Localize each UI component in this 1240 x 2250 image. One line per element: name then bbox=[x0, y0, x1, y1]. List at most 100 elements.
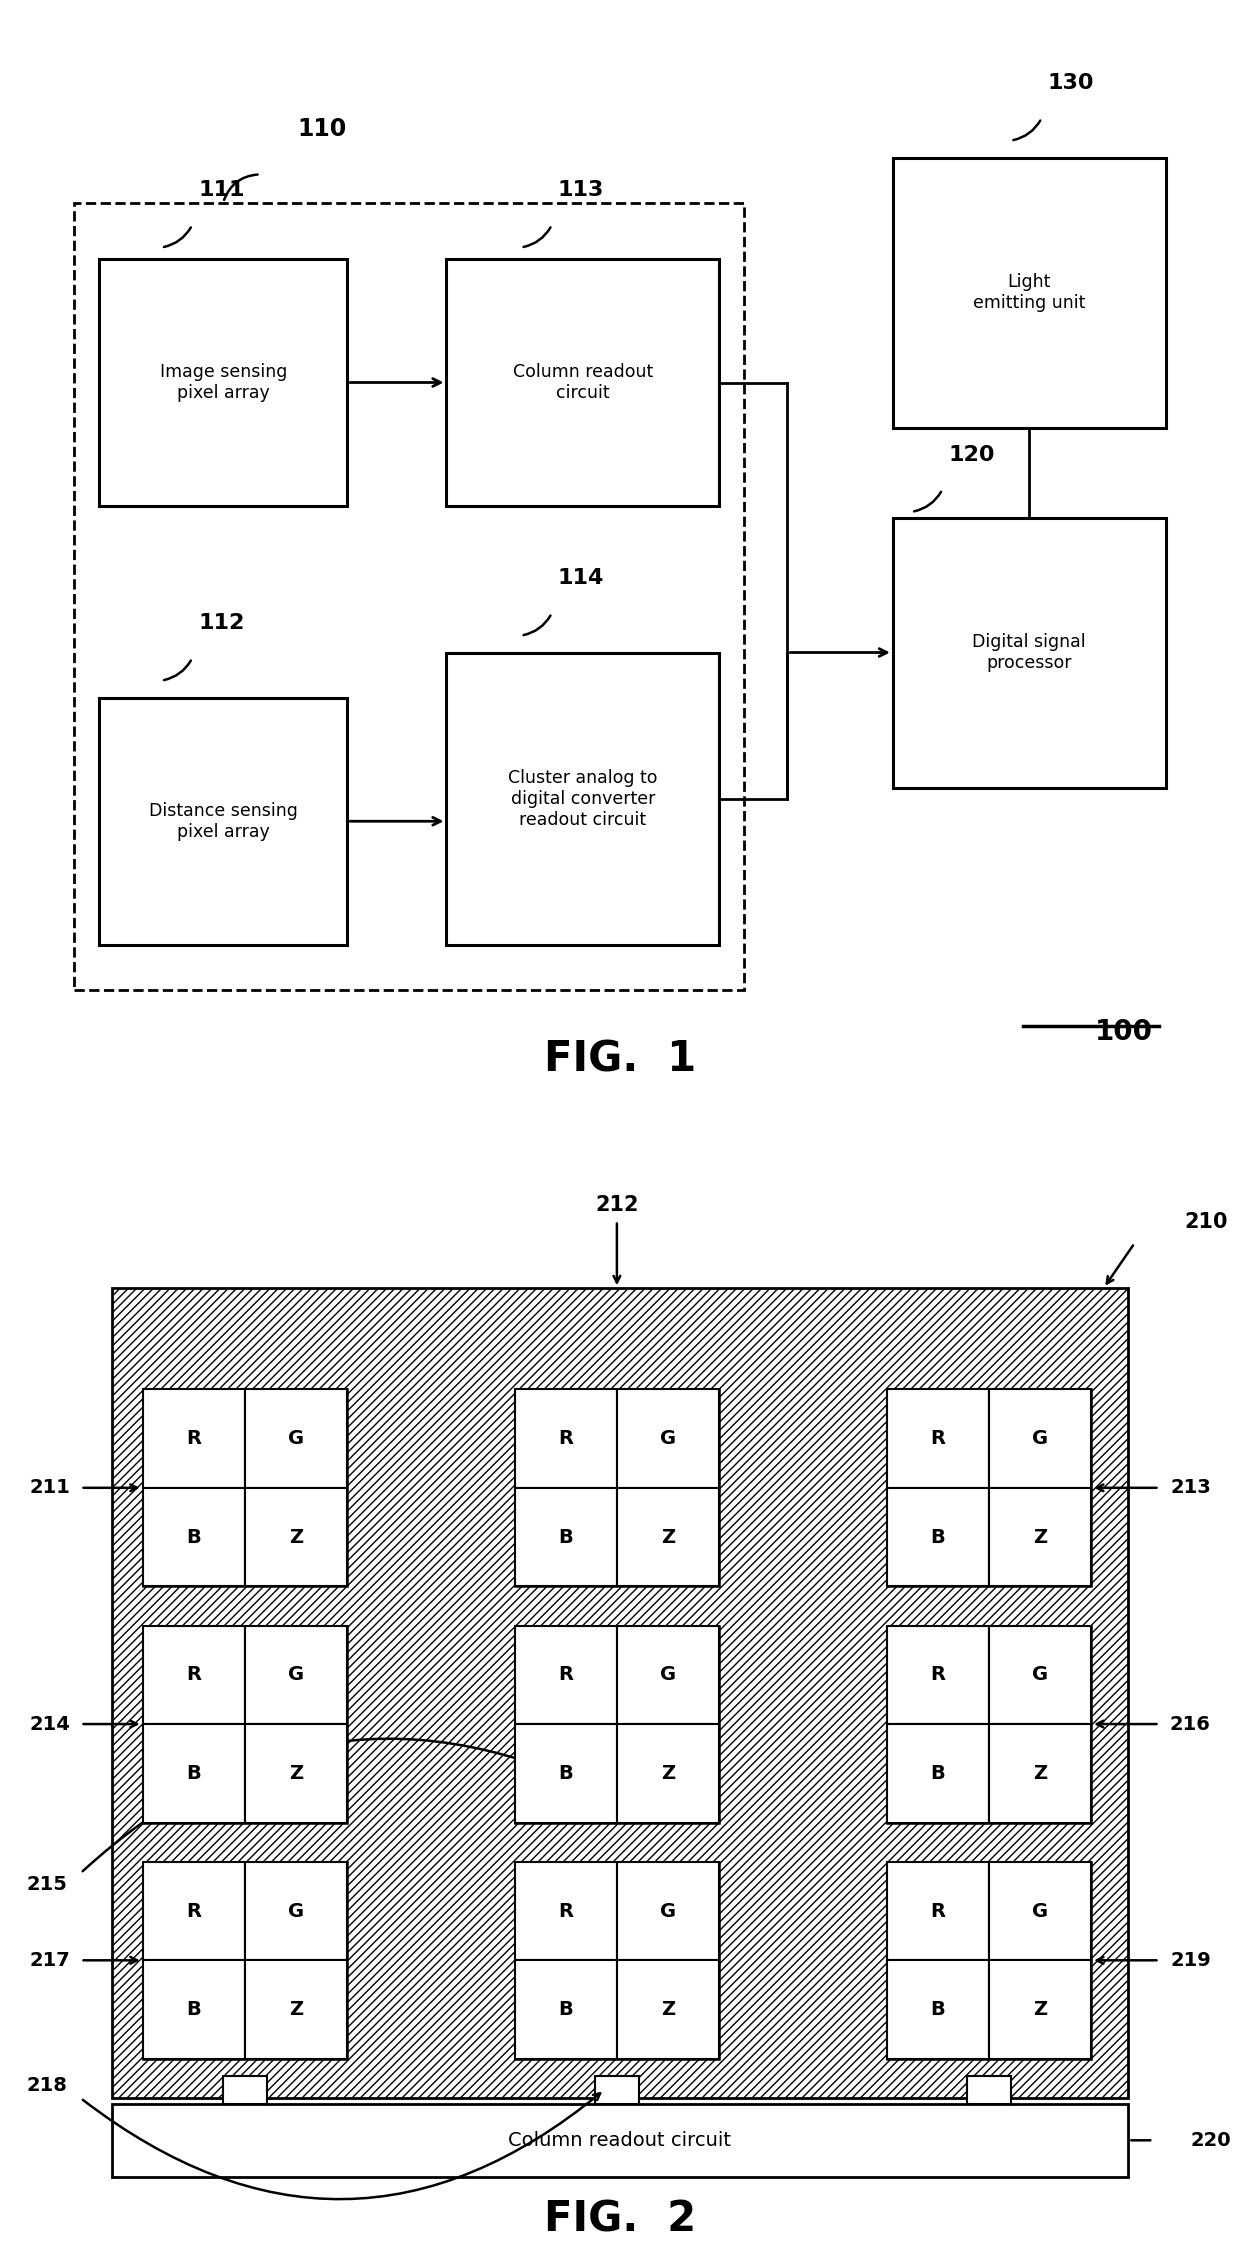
Text: Cluster analog to
digital converter
readout circuit: Cluster analog to digital converter read… bbox=[508, 770, 657, 828]
Text: B: B bbox=[930, 2000, 945, 2018]
Text: R: R bbox=[186, 1901, 201, 1922]
FancyBboxPatch shape bbox=[618, 1960, 719, 2059]
Text: 211: 211 bbox=[30, 1478, 69, 1496]
Text: R: R bbox=[186, 1429, 201, 1449]
FancyBboxPatch shape bbox=[99, 698, 347, 945]
FancyBboxPatch shape bbox=[515, 1863, 618, 1960]
FancyBboxPatch shape bbox=[618, 1863, 719, 1960]
FancyBboxPatch shape bbox=[112, 2104, 1128, 2178]
Text: Z: Z bbox=[661, 1528, 675, 1546]
FancyBboxPatch shape bbox=[143, 1390, 246, 1487]
Text: 216: 216 bbox=[1171, 1714, 1210, 1732]
FancyBboxPatch shape bbox=[887, 1487, 990, 1586]
FancyBboxPatch shape bbox=[887, 1960, 990, 2059]
FancyBboxPatch shape bbox=[515, 1390, 719, 1586]
Text: G: G bbox=[1032, 1429, 1048, 1449]
Text: 110: 110 bbox=[298, 117, 347, 140]
FancyBboxPatch shape bbox=[143, 1390, 347, 1586]
Text: B: B bbox=[186, 1528, 201, 1546]
Text: FIG.  1: FIG. 1 bbox=[544, 1037, 696, 1080]
FancyBboxPatch shape bbox=[887, 1624, 1091, 1823]
Text: G: G bbox=[288, 1429, 304, 1449]
Text: 215: 215 bbox=[27, 1874, 67, 1894]
Text: 210: 210 bbox=[1184, 1213, 1228, 1233]
Text: B: B bbox=[930, 1528, 945, 1546]
Text: R: R bbox=[930, 1901, 945, 1922]
FancyBboxPatch shape bbox=[618, 1487, 719, 1586]
Text: B: B bbox=[186, 2000, 201, 2018]
FancyBboxPatch shape bbox=[893, 518, 1166, 788]
FancyBboxPatch shape bbox=[990, 1390, 1091, 1487]
Text: 114: 114 bbox=[558, 569, 604, 587]
FancyBboxPatch shape bbox=[990, 1624, 1091, 1724]
FancyBboxPatch shape bbox=[887, 1390, 1091, 1586]
FancyBboxPatch shape bbox=[446, 259, 719, 506]
Text: B: B bbox=[558, 2000, 573, 2018]
FancyBboxPatch shape bbox=[887, 1863, 990, 1960]
FancyBboxPatch shape bbox=[515, 1863, 719, 2059]
Text: B: B bbox=[930, 1764, 945, 1782]
Text: Z: Z bbox=[1033, 2000, 1047, 2018]
FancyBboxPatch shape bbox=[887, 1390, 990, 1487]
Text: B: B bbox=[186, 1764, 201, 1782]
FancyBboxPatch shape bbox=[618, 1724, 719, 1822]
FancyBboxPatch shape bbox=[246, 1624, 347, 1724]
FancyBboxPatch shape bbox=[143, 1487, 246, 1586]
Text: Light
emitting unit: Light emitting unit bbox=[973, 272, 1085, 313]
FancyBboxPatch shape bbox=[515, 1724, 618, 1822]
FancyBboxPatch shape bbox=[143, 1863, 347, 2059]
Text: G: G bbox=[288, 1665, 304, 1685]
Text: R: R bbox=[558, 1901, 573, 1922]
Text: G: G bbox=[288, 1901, 304, 1922]
Text: G: G bbox=[660, 1665, 676, 1685]
FancyBboxPatch shape bbox=[515, 1624, 719, 1823]
Text: 120: 120 bbox=[949, 446, 994, 466]
FancyBboxPatch shape bbox=[446, 652, 719, 945]
Text: R: R bbox=[930, 1665, 945, 1685]
Text: Z: Z bbox=[661, 2000, 675, 2018]
Text: R: R bbox=[558, 1429, 573, 1449]
Text: G: G bbox=[1032, 1901, 1048, 1922]
Text: 212: 212 bbox=[595, 1195, 639, 1215]
FancyBboxPatch shape bbox=[887, 1863, 1091, 2059]
Text: Z: Z bbox=[1033, 1528, 1047, 1546]
Text: Z: Z bbox=[289, 2000, 303, 2018]
Text: 111: 111 bbox=[198, 180, 246, 200]
Text: G: G bbox=[1032, 1665, 1048, 1685]
FancyBboxPatch shape bbox=[618, 1624, 719, 1724]
Text: B: B bbox=[558, 1528, 573, 1546]
FancyBboxPatch shape bbox=[618, 1390, 719, 1487]
FancyBboxPatch shape bbox=[143, 1960, 246, 2059]
FancyBboxPatch shape bbox=[99, 259, 347, 506]
Text: R: R bbox=[186, 1665, 201, 1685]
FancyBboxPatch shape bbox=[595, 2074, 639, 2104]
Text: 214: 214 bbox=[30, 1714, 69, 1732]
Text: 218: 218 bbox=[27, 2077, 67, 2095]
FancyBboxPatch shape bbox=[990, 1863, 1091, 1960]
Text: 217: 217 bbox=[30, 1951, 69, 1969]
FancyBboxPatch shape bbox=[246, 1863, 347, 1960]
Text: 219: 219 bbox=[1171, 1951, 1210, 1969]
FancyBboxPatch shape bbox=[887, 1624, 990, 1724]
FancyBboxPatch shape bbox=[515, 1390, 618, 1487]
FancyBboxPatch shape bbox=[112, 1287, 1128, 2097]
FancyBboxPatch shape bbox=[143, 1624, 347, 1823]
FancyBboxPatch shape bbox=[893, 158, 1166, 428]
FancyBboxPatch shape bbox=[246, 1724, 347, 1822]
Text: G: G bbox=[660, 1429, 676, 1449]
Text: Digital signal
processor: Digital signal processor bbox=[972, 632, 1086, 673]
Text: B: B bbox=[558, 1764, 573, 1782]
Text: R: R bbox=[558, 1665, 573, 1685]
Text: 213: 213 bbox=[1171, 1478, 1210, 1496]
FancyBboxPatch shape bbox=[967, 2074, 1011, 2104]
Text: Z: Z bbox=[289, 1528, 303, 1546]
FancyBboxPatch shape bbox=[515, 1960, 618, 2059]
FancyBboxPatch shape bbox=[990, 1724, 1091, 1822]
Text: 100: 100 bbox=[1095, 1017, 1153, 1046]
Text: 130: 130 bbox=[1048, 74, 1094, 92]
Text: Distance sensing
pixel array: Distance sensing pixel array bbox=[149, 801, 298, 842]
FancyBboxPatch shape bbox=[990, 1960, 1091, 2059]
FancyBboxPatch shape bbox=[143, 1724, 246, 1822]
Text: 220: 220 bbox=[1190, 2131, 1231, 2149]
Text: 112: 112 bbox=[198, 614, 244, 634]
